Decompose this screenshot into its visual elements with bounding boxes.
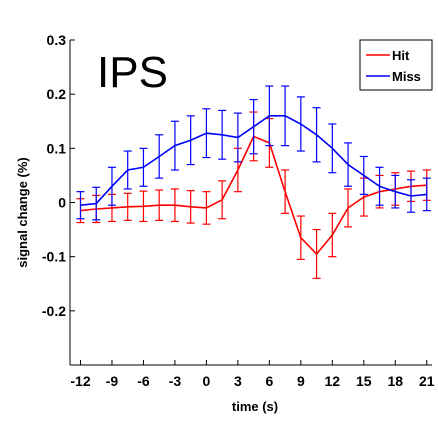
x-tick-label: 0	[203, 373, 211, 389]
legend-label-hit: Hit	[392, 48, 410, 63]
x-tick-label: -12	[70, 373, 90, 389]
x-tick-label: 9	[297, 373, 305, 389]
series-miss	[76, 85, 431, 221]
x-tick-label: 18	[387, 373, 403, 389]
series-layer	[76, 85, 431, 279]
x-tick-label: -9	[106, 373, 119, 389]
x-tick-label: -3	[169, 373, 182, 389]
x-tick-label: 15	[356, 373, 372, 389]
legend: Hit Miss	[359, 39, 433, 91]
x-tick-label: 6	[265, 373, 273, 389]
x-tick-label: 21	[419, 373, 435, 389]
plot-axes: -0.2 -0.1 0 0.1 0.2 0.3 -12 -9 -6 -3 0 3 6 9 12 15 18 21	[42, 32, 435, 389]
chart-title: IPS	[97, 48, 168, 97]
series-line	[80, 115, 427, 206]
legend-label-miss: Miss	[392, 69, 421, 84]
y-tick-label: 0	[58, 195, 66, 211]
y-tick-label: -0.2	[42, 303, 66, 319]
x-tick-label: 12	[325, 373, 341, 389]
y-tick-label: 0.3	[47, 32, 67, 48]
x-tick-label: 3	[234, 373, 242, 389]
y-tick-label: -0.1	[42, 249, 66, 265]
x-tick-label: -6	[137, 373, 150, 389]
x-axis-label: time (s)	[232, 399, 278, 414]
y-axis-label: signal change (%)	[15, 157, 30, 268]
y-tick-label: 0.2	[47, 86, 67, 102]
legend-box	[359, 39, 433, 91]
y-tick-label: 0.1	[47, 140, 67, 156]
